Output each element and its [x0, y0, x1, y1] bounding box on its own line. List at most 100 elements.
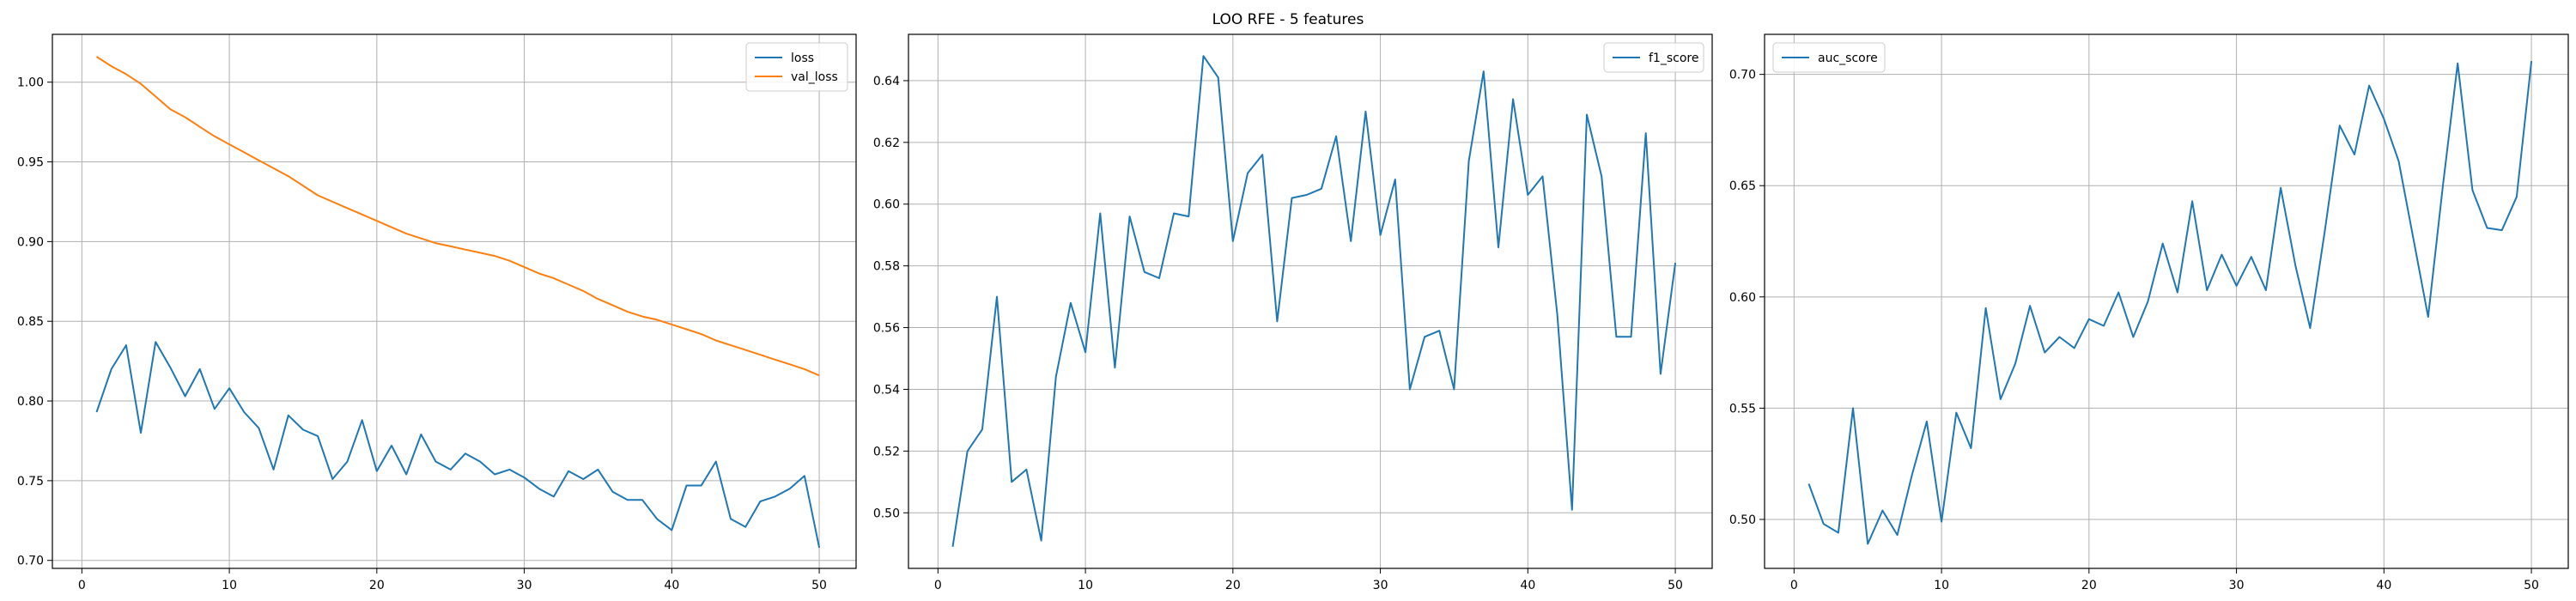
data-point: [1541, 175, 1543, 177]
data-point: [2191, 200, 2193, 202]
y-tick-label: 0.60: [1729, 291, 1756, 305]
data-point: [2368, 85, 2370, 87]
legend: f1_score: [1603, 42, 1704, 73]
data-point: [1306, 194, 1308, 196]
data-point: [1438, 330, 1440, 331]
data-point: [1468, 160, 1470, 161]
x-tick-label: 30: [1373, 579, 1388, 592]
data-point: [1601, 175, 1602, 177]
data-point: [730, 518, 732, 519]
data-point: [361, 214, 363, 216]
data-point: [2294, 265, 2296, 267]
series-line-loss: [95, 341, 821, 549]
y-tick-label: 0.70: [17, 555, 44, 568]
data-point: [1941, 521, 1942, 523]
y-tick-label: 0.52: [873, 445, 900, 458]
data-point: [2162, 243, 2164, 245]
data-point: [140, 83, 142, 85]
series-points-loss: [96, 341, 821, 549]
data-point: [2442, 185, 2444, 186]
data-point: [715, 339, 717, 341]
y-tick-label: 0.64: [873, 75, 900, 88]
data-point: [258, 160, 259, 161]
data-point: [582, 290, 584, 292]
data-point: [1483, 70, 1485, 72]
y-tick-label: 0.50: [1729, 513, 1756, 527]
subplot-2: 0 10 20 30 40 50 0.50 0.52 0.54 0.56 0.58 0.60 0.62 0…: [873, 33, 1713, 592]
y-tick-label: 0.95: [17, 156, 44, 170]
data-point: [1070, 302, 1072, 304]
legend-box: [745, 42, 848, 92]
data-point: [2413, 238, 2415, 240]
data-point: [346, 207, 348, 209]
y-tick-label: 0.65: [1729, 179, 1756, 193]
data-point: [1527, 194, 1528, 196]
legend-box: [1603, 42, 1704, 73]
data-point: [1321, 188, 1322, 190]
data-point: [1453, 388, 1455, 390]
data-point: [1881, 510, 1883, 512]
data-point: [2324, 229, 2326, 231]
data-point: [243, 151, 245, 153]
subplot-3: 0 10 20 30 40 50 0.50 0.55 0.60 0.65 0.70 auc_score: [1729, 33, 2569, 592]
data-point: [1926, 421, 1928, 422]
data-point: [1011, 481, 1012, 483]
data-point: [2280, 187, 2281, 189]
data-point: [789, 488, 791, 489]
data-point: [2516, 196, 2518, 197]
x-tick-label: 0: [78, 579, 86, 592]
data-point: [1557, 314, 1558, 316]
data-point: [169, 367, 171, 368]
data-point: [2088, 319, 2090, 320]
data-point: [804, 368, 805, 370]
data-point: [185, 117, 186, 118]
data-point: [1586, 113, 1588, 115]
data-point: [494, 255, 495, 257]
data-point: [199, 368, 201, 370]
data-point: [612, 305, 614, 307]
data-point: [2309, 327, 2311, 329]
data-point: [2000, 398, 2002, 400]
x-tick-label: 40: [664, 579, 679, 592]
data-point: [273, 167, 275, 169]
data-point: [1099, 213, 1101, 215]
data-point: [2383, 118, 2385, 119]
data-point: [2530, 60, 2532, 62]
data-point: [111, 368, 112, 370]
data-point: [1970, 447, 1971, 449]
x-tick-label: 20: [1225, 579, 1241, 592]
data-point: [1615, 336, 1617, 337]
data-point: [1571, 509, 1573, 511]
data-point: [391, 445, 392, 446]
data-point: [2029, 305, 2031, 307]
y-tick-label: 0.55: [1729, 402, 1756, 416]
data-point: [597, 469, 598, 470]
data-point: [524, 477, 526, 478]
data-point: [508, 469, 510, 470]
data-point: [538, 273, 540, 275]
data-point: [2058, 336, 2060, 337]
data-point: [1055, 376, 1057, 378]
data-point: [804, 475, 805, 477]
data-point: [199, 126, 201, 128]
data-point: [1218, 76, 1219, 78]
data-point: [775, 495, 776, 497]
data-point: [405, 233, 407, 234]
y-tick-label: 0.60: [873, 198, 900, 212]
data-point: [302, 428, 304, 430]
data-point: [1350, 240, 1352, 242]
y-tick-label: 0.58: [873, 260, 900, 274]
data-point: [627, 499, 629, 501]
data-point: [744, 349, 746, 351]
x-tick-label: 30: [517, 579, 532, 592]
data-point: [818, 547, 820, 549]
data-point: [2132, 336, 2134, 337]
data-point: [597, 298, 598, 300]
data-point: [243, 411, 245, 413]
y-tick-label: 0.50: [873, 507, 900, 520]
data-point: [1409, 388, 1411, 390]
y-tick-label: 0.54: [873, 383, 900, 397]
legend: loss val_loss: [745, 42, 848, 92]
data-point: [331, 478, 333, 480]
data-point: [169, 108, 171, 110]
